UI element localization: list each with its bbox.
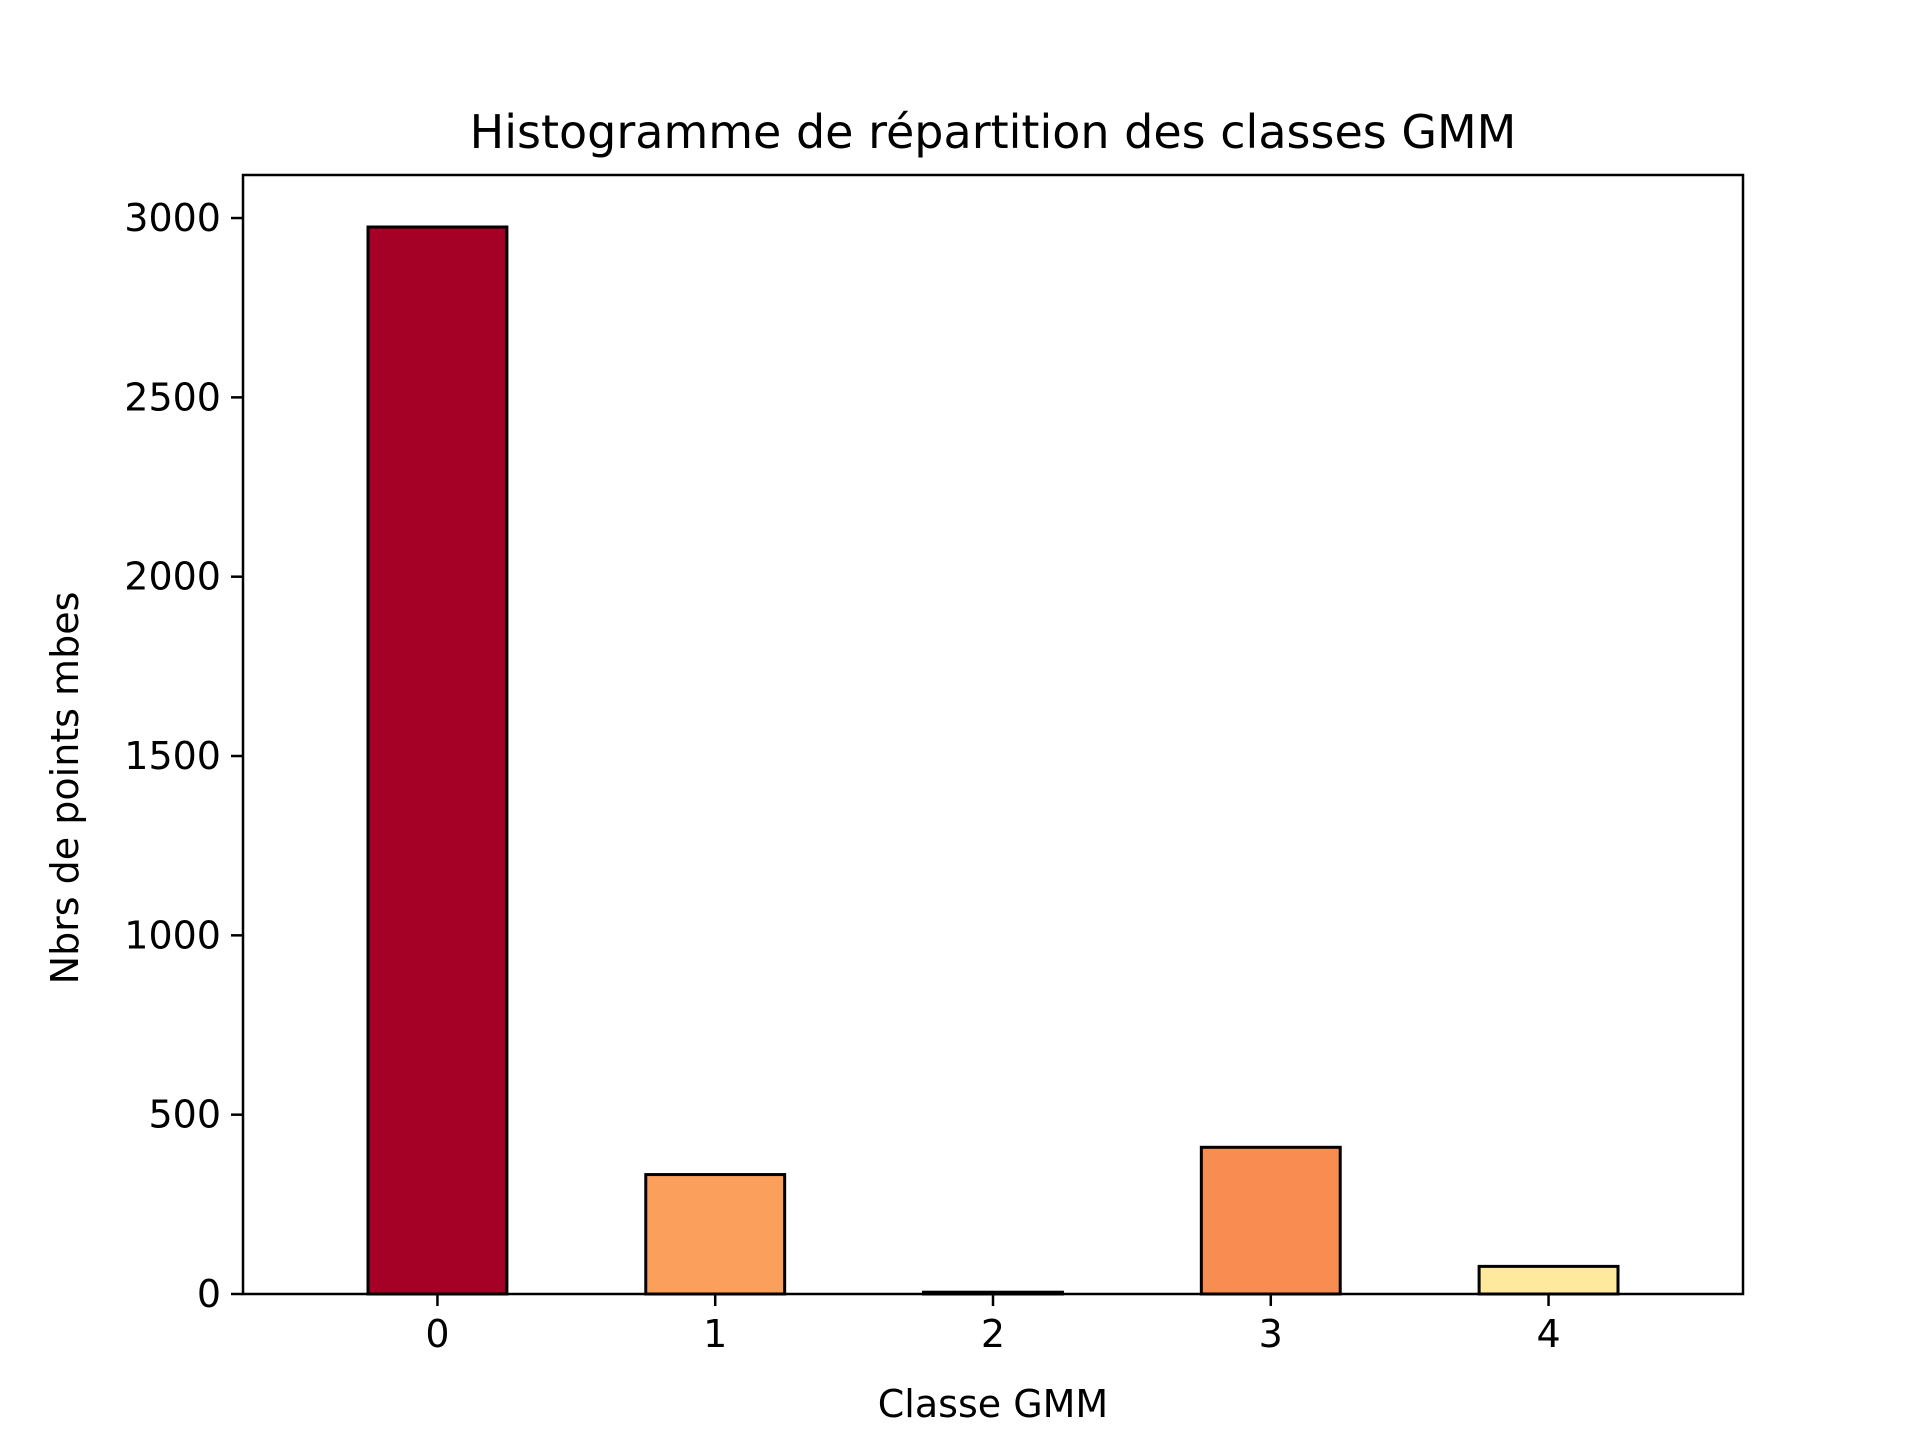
bar-class-3: [1199, 1145, 1342, 1296]
plot-frame: [241, 173, 1745, 1296]
y-tick-label: 3000: [124, 196, 221, 240]
y-axis-label: Nbrs de points mbes: [43, 592, 87, 985]
y-tick-label: 1500: [124, 734, 221, 778]
x-tick-label: 0: [425, 1312, 449, 1356]
bar-class-4: [1477, 1264, 1620, 1296]
y-tick-label: 500: [148, 1093, 221, 1137]
y-tick-label: 2500: [124, 375, 221, 419]
bar-class-0: [366, 225, 509, 1296]
x-tick-label: 4: [1536, 1312, 1560, 1356]
x-tick-label: 1: [703, 1312, 727, 1356]
bar-class-1: [644, 1173, 787, 1296]
y-tick-label: 2000: [124, 555, 221, 599]
y-tick-label: 1000: [124, 913, 221, 957]
y-tick-label: 0: [197, 1272, 221, 1316]
x-axis: 0 1 2 3 4: [425, 1294, 1561, 1356]
y-axis: 0 500 1000 1500 2000 2500 3000: [124, 196, 243, 1316]
bars-group: [366, 225, 1620, 1296]
chart-title: Histogramme de répartition des classes G…: [470, 105, 1517, 159]
x-tick-label: 3: [1259, 1312, 1283, 1356]
x-tick-label: 2: [981, 1312, 1005, 1356]
x-axis-label: Classe GMM: [878, 1382, 1108, 1426]
